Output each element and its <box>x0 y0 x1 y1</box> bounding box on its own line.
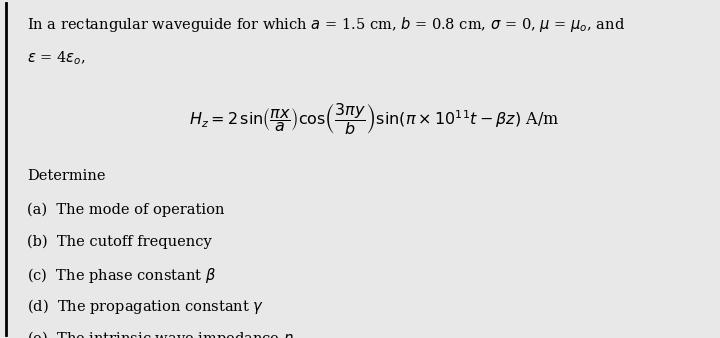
Text: (a)  The mode of operation: (a) The mode of operation <box>27 203 225 217</box>
Text: (d)  The propagation constant $\gamma$: (d) The propagation constant $\gamma$ <box>27 297 264 316</box>
Text: $\varepsilon$ = 4$\varepsilon_o$,: $\varepsilon$ = 4$\varepsilon_o$, <box>27 49 86 67</box>
Text: (e)  The intrinsic wave impedance $\eta$.: (e) The intrinsic wave impedance $\eta$. <box>27 329 298 338</box>
Text: (c)  The phase constant $\beta$: (c) The phase constant $\beta$ <box>27 266 217 285</box>
Text: $H_z = 2\,\sin\!\left(\dfrac{\pi x}{a}\right)\cos\!\left(\dfrac{3\pi y}{b}\right: $H_z = 2\,\sin\!\left(\dfrac{\pi x}{a}\r… <box>189 101 559 137</box>
Text: In a rectangular waveguide for which $a$ = 1.5 cm, $b$ = 0.8 cm, $\sigma$ = 0, $: In a rectangular waveguide for which $a$… <box>27 15 626 34</box>
Text: (b)  The cutoff frequency: (b) The cutoff frequency <box>27 234 212 249</box>
Text: Determine: Determine <box>27 169 106 183</box>
